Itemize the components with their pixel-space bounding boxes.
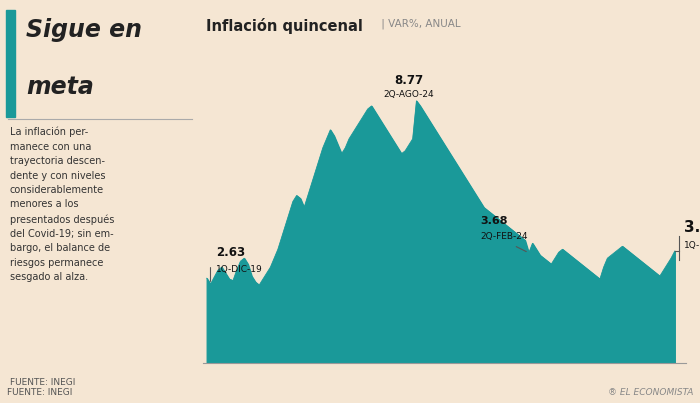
Text: 1Q-DIC-19: 1Q-DIC-19 (216, 265, 263, 274)
Text: FUENTE: INEGI: FUENTE: INEGI (10, 378, 76, 387)
Text: | VAR%, ANUAL: | VAR%, ANUAL (378, 18, 461, 29)
Text: ® EL ECONOMISTA: ® EL ECONOMISTA (608, 388, 693, 397)
Text: Sigue en: Sigue en (26, 18, 142, 42)
Text: 8.77: 8.77 (394, 75, 424, 87)
Text: Inflación quincenal: Inflación quincenal (206, 18, 363, 34)
Text: La inflación per-
manece con una
trayectoria descen-
dente y con niveles
conside: La inflación per- manece con una trayect… (10, 127, 114, 282)
Text: 2Q-AGO-24: 2Q-AGO-24 (384, 89, 434, 98)
Text: 3.74: 3.74 (684, 220, 700, 235)
Text: 1Q-FEB-25: 1Q-FEB-25 (684, 241, 700, 249)
Text: meta: meta (26, 75, 94, 99)
Text: 2Q-FEB-24: 2Q-FEB-24 (480, 232, 528, 241)
Text: 3.68: 3.68 (480, 216, 508, 226)
Bar (6, 10, 15, 117)
Text: 2.63: 2.63 (216, 246, 245, 259)
Text: FUENTE: INEGI: FUENTE: INEGI (7, 388, 72, 397)
